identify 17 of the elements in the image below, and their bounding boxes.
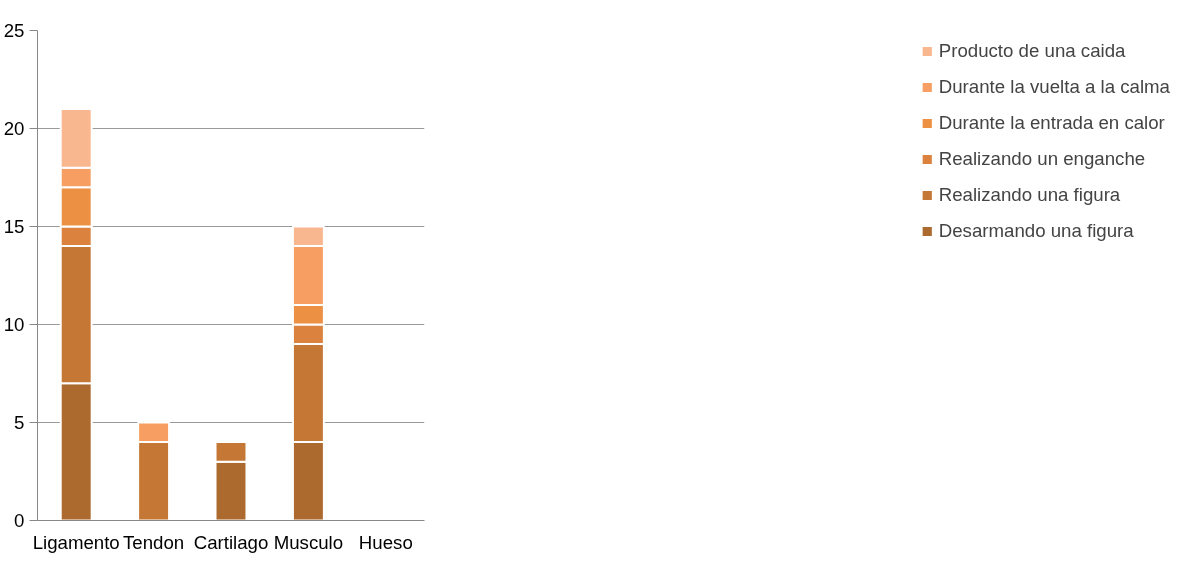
x-tick-label: Tendon xyxy=(123,531,185,553)
y-tick-label: 10 xyxy=(3,314,25,335)
x-tick-label: Hueso xyxy=(358,531,413,553)
y-tick-label: 25 xyxy=(3,20,25,41)
legend-label: Desarmando una figura xyxy=(938,220,1134,242)
legend-label: Producto de una caida xyxy=(938,40,1126,62)
x-tick-label: Cartilago xyxy=(193,531,269,553)
legend-label: Durante la entrada en calor xyxy=(938,112,1165,134)
legend-label: Realizando una figura xyxy=(938,184,1121,206)
y-tick-label: 20 xyxy=(3,118,25,139)
x-tick-label: Musculo xyxy=(273,531,344,553)
x-tick-label: Ligamento xyxy=(32,531,120,553)
legend-label: Realizando un enganche xyxy=(938,148,1146,170)
y-tick-label: 15 xyxy=(3,216,25,237)
legend-label: Durante la vuelta a la calma xyxy=(938,76,1170,98)
y-tick-label: 5 xyxy=(14,412,25,433)
y-tick-label: 0 xyxy=(14,510,25,531)
